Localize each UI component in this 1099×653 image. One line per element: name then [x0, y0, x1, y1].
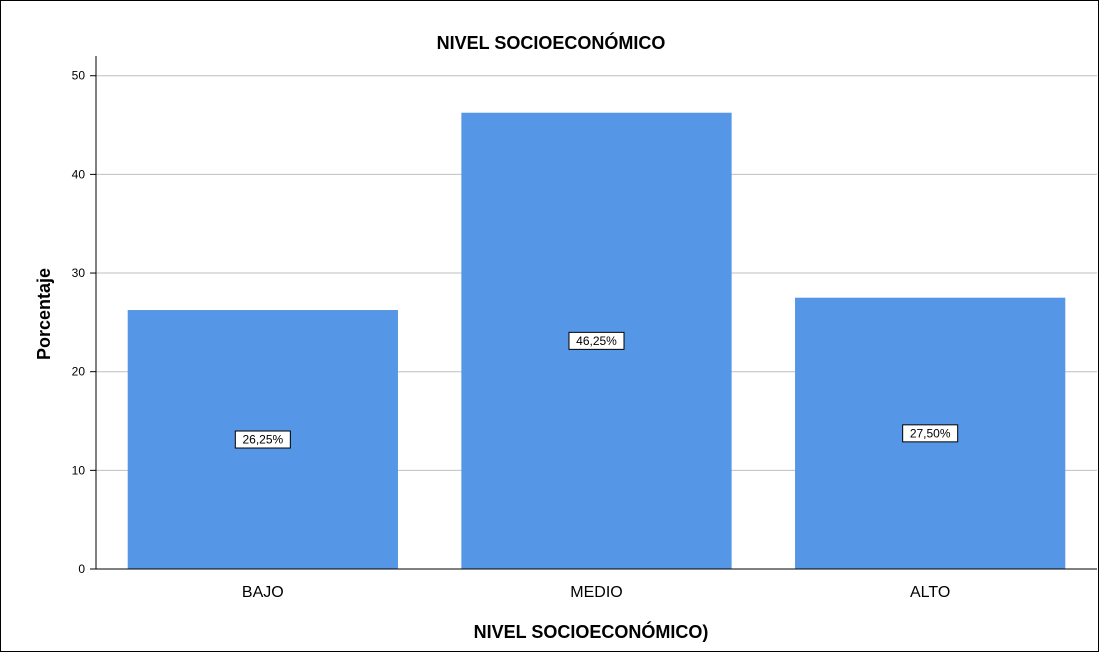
data-label: 26,25% [242, 433, 283, 447]
y-tick-label: 10 [72, 463, 86, 477]
data-label: 27,50% [910, 426, 951, 440]
y-tick-label: 30 [72, 266, 86, 280]
chart-title: NIVEL SOCIOECONÓMICO [437, 32, 666, 53]
x-tick-label: ALTO [910, 584, 950, 601]
y-tick-label: 0 [78, 562, 85, 576]
y-axis-label: Porcentaje [34, 268, 54, 360]
x-ticks: BAJO MEDIO ALTO [242, 584, 950, 601]
y-tick-label: 20 [72, 365, 86, 379]
axes [95, 56, 1097, 570]
y-tick-label: 50 [72, 69, 86, 83]
data-label-box [568, 331, 625, 350]
x-tick-label: MEDIO [570, 584, 622, 601]
data-labels: 26,25% 46,25% 27,50% [234, 331, 959, 449]
x-axis-label: NIVEL SOCIOECONÓMICO) [474, 621, 709, 642]
y-ticks: 0 10 20 30 40 50 [72, 69, 96, 576]
data-label-box [902, 424, 959, 443]
data-label: 46,25% [576, 334, 617, 348]
data-label-box [234, 430, 291, 449]
x-tick-label: BAJO [242, 584, 284, 601]
y-tick-label: 40 [72, 167, 86, 181]
